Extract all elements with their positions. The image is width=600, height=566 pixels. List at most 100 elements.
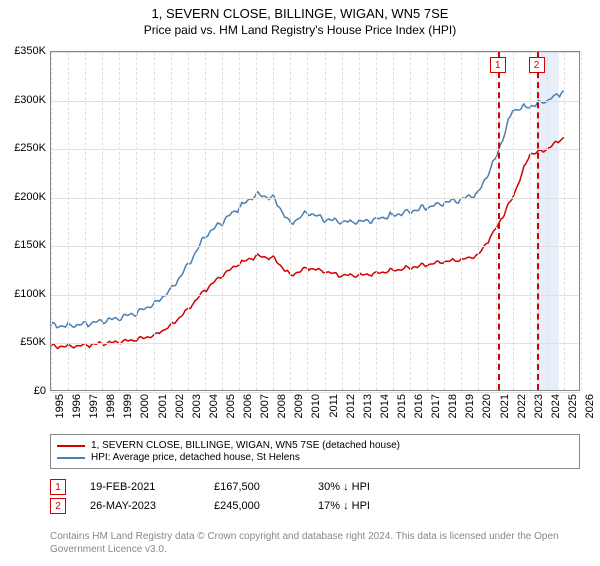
event-row: 1 19-FEB-2021 £167,500 30% ↓ HPI (50, 479, 580, 495)
chart-svg (51, 52, 579, 390)
legend-label-property: 1, SEVERN CLOSE, BILLINGE, WIGAN, WN5 7S… (91, 440, 400, 451)
xtick-label: 2016 (413, 394, 425, 418)
gridline-h (51, 198, 579, 199)
ytick-label: £150K (14, 239, 46, 251)
xtick-label: 2025 (567, 394, 579, 418)
gridline-h (51, 295, 579, 296)
ytick-label: £250K (14, 142, 46, 154)
xtick-label: 1997 (88, 394, 100, 418)
xtick-label: 2010 (310, 394, 322, 418)
legend-swatch-property (57, 445, 85, 447)
gridline-v (393, 52, 394, 390)
ytick-label: £0 (34, 385, 46, 397)
events-table: 119-FEB-2021£167,50030% ↓ HPI226-MAY-202… (50, 476, 580, 517)
gridline-v (376, 52, 377, 390)
gridline-v (530, 52, 531, 390)
gridline-h (51, 149, 579, 150)
gridline-h (51, 246, 579, 247)
legend-label-hpi: HPI: Average price, detached house, St H… (91, 452, 300, 463)
gridline-v (68, 52, 69, 390)
gridline-h (51, 52, 579, 53)
gridline-v (513, 52, 514, 390)
xtick-label: 2008 (276, 394, 288, 418)
xtick-label: 2026 (584, 394, 596, 418)
gridline-v (273, 52, 274, 390)
gridline-v (444, 52, 445, 390)
xtick-label: 2002 (174, 394, 186, 418)
chart-plot-area: 12 (50, 51, 580, 391)
gridline-v (410, 52, 411, 390)
xtick-label: 2019 (464, 394, 476, 418)
gridline-v (119, 52, 120, 390)
gridline-v (188, 52, 189, 390)
event-row-price: £245,000 (214, 500, 294, 512)
event-row-price: £167,500 (214, 481, 294, 493)
xtick-label: 1998 (105, 394, 117, 418)
ytick-label: £100K (14, 288, 46, 300)
xtick-label: 2012 (345, 394, 357, 418)
gridline-v (222, 52, 223, 390)
event-line-2 (537, 52, 539, 390)
ytick-label: £300K (14, 94, 46, 106)
xtick-label: 2023 (533, 394, 545, 418)
footnote: Contains HM Land Registry data © Crown c… (50, 530, 580, 556)
gridline-v (581, 52, 582, 390)
xtick-label: 2015 (396, 394, 408, 418)
xtick-label: 2024 (550, 394, 562, 418)
xtick-label: 2001 (157, 394, 169, 418)
xtick-label: 1996 (71, 394, 83, 418)
gridline-v (427, 52, 428, 390)
gridline-v (496, 52, 497, 390)
gridline-v (154, 52, 155, 390)
xtick-label: 2021 (499, 394, 511, 418)
legend-item-hpi: HPI: Average price, detached house, St H… (57, 452, 573, 463)
gridline-v (359, 52, 360, 390)
event-marker-2: 2 (529, 57, 545, 73)
event-row-num: 1 (50, 479, 66, 495)
gridline-v (461, 52, 462, 390)
xtick-label: 2013 (362, 394, 374, 418)
xtick-label: 2007 (259, 394, 271, 418)
gridline-v (205, 52, 206, 390)
event-row-delta: 17% ↓ HPI (318, 500, 370, 512)
gridline-v (51, 52, 52, 390)
chart-title: 1, SEVERN CLOSE, BILLINGE, WIGAN, WN5 7S… (0, 6, 600, 21)
xtick-label: 2022 (516, 394, 528, 418)
event-row: 226-MAY-2023£245,00017% ↓ HPI (50, 498, 580, 514)
gridline-v (102, 52, 103, 390)
xtick-label: 1995 (54, 394, 66, 418)
gridline-v (136, 52, 137, 390)
xtick-label: 2020 (481, 394, 493, 418)
legend: 1, SEVERN CLOSE, BILLINGE, WIGAN, WN5 7S… (50, 434, 580, 469)
xtick-label: 2003 (191, 394, 203, 418)
xtick-label: 2017 (430, 394, 442, 418)
gridline-v (307, 52, 308, 390)
legend-swatch-hpi (57, 457, 85, 459)
ytick-label: £200K (14, 191, 46, 203)
gridline-v (171, 52, 172, 390)
event-row-delta: 30% ↓ HPI (318, 481, 370, 493)
gridline-h (51, 101, 579, 102)
event-row-date: 19-FEB-2021 (90, 481, 190, 493)
gridline-v (85, 52, 86, 390)
event-row-date: 26-MAY-2023 (90, 500, 190, 512)
xtick-label: 2009 (293, 394, 305, 418)
gridline-h (51, 343, 579, 344)
gridline-v (239, 52, 240, 390)
gridline-v (478, 52, 479, 390)
gridline-v (342, 52, 343, 390)
xtick-label: 2018 (447, 394, 459, 418)
gridline-v (290, 52, 291, 390)
chart-subtitle: Price paid vs. HM Land Registry's House … (0, 23, 600, 37)
xtick-label: 1999 (122, 394, 134, 418)
ytick-label: £350K (14, 45, 46, 57)
event-marker-1: 1 (490, 57, 506, 73)
gridline-v (256, 52, 257, 390)
xtick-label: 2000 (139, 394, 151, 418)
xtick-label: 2011 (328, 394, 340, 418)
event-line-1 (498, 52, 500, 390)
gridline-h (51, 392, 579, 393)
xtick-label: 2005 (225, 394, 237, 418)
xtick-label: 2006 (242, 394, 254, 418)
gridline-v (325, 52, 326, 390)
